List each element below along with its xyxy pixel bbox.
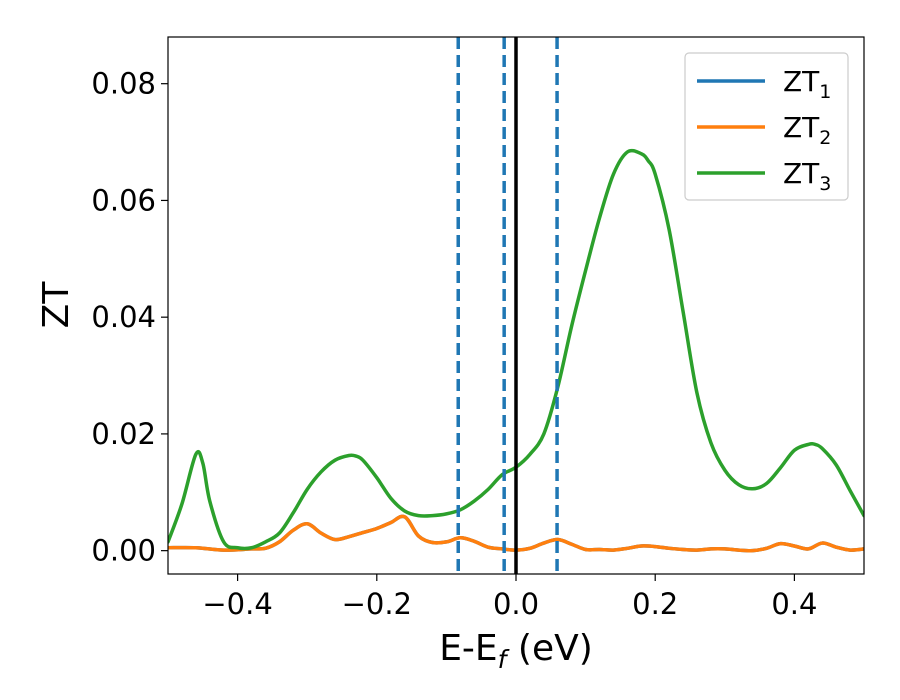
series-line-zt2 bbox=[168, 514, 864, 553]
legend-label-zt3: ZT3 bbox=[783, 157, 831, 195]
x-axis-label: E-Ef (eV) bbox=[439, 628, 593, 674]
x-tick-label: 0.4 bbox=[771, 587, 817, 621]
legend: ZT1 ZT2 ZT3 bbox=[684, 52, 849, 201]
y-tick-label: 0.04 bbox=[91, 300, 156, 334]
legend-label-zt2: ZT2 bbox=[783, 111, 831, 149]
x-tick-label: 0.2 bbox=[632, 587, 678, 621]
legend-box bbox=[684, 52, 849, 201]
x-tick-label: −0.2 bbox=[342, 587, 412, 621]
legend-label-zt1: ZT1 bbox=[783, 65, 831, 103]
y-axis-label: ZT bbox=[36, 281, 77, 329]
y-tick-label: 0.08 bbox=[91, 67, 156, 101]
x-tick-label: −0.4 bbox=[202, 587, 272, 621]
x-axis-label-unit: (eV) bbox=[506, 628, 592, 669]
x-tick-label: 0.0 bbox=[493, 587, 539, 621]
y-tick-label: 0.06 bbox=[91, 183, 156, 217]
y-tick-label: 0.00 bbox=[91, 534, 156, 568]
y-tick-label: 0.02 bbox=[91, 417, 156, 451]
